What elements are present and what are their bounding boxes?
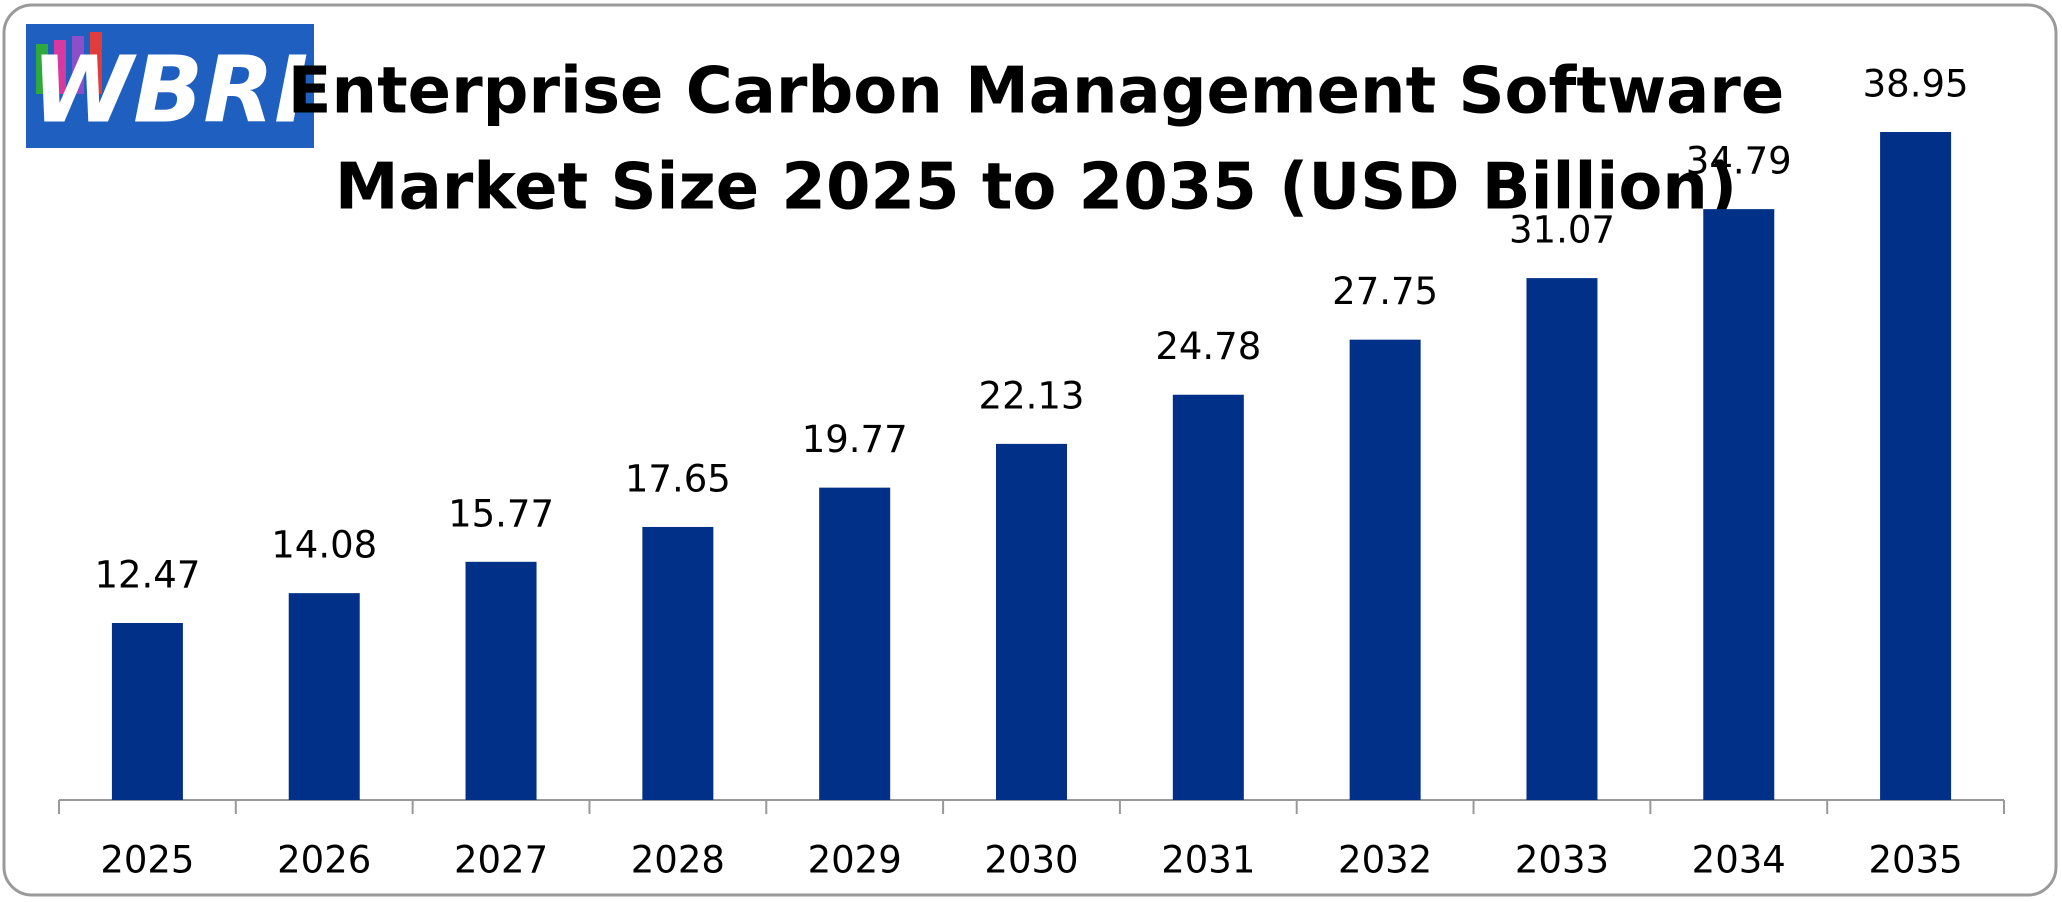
logo-text: WBRI [32, 36, 309, 143]
bar [642, 526, 714, 800]
x-tick-label: 2034 [1692, 839, 1786, 882]
bar [1703, 209, 1775, 800]
logo-bar [72, 36, 84, 94]
x-tick-label: 2027 [454, 839, 548, 882]
x-tick-label: 2029 [808, 839, 902, 882]
chart-title: Enterprise Carbon Management Software [288, 55, 1784, 129]
data-label: 31.07 [1509, 209, 1615, 252]
chart-title: Market Size 2025 to 2035 (USD Billion) [335, 151, 1737, 225]
data-label: 14.08 [271, 524, 377, 567]
bar [465, 561, 537, 800]
data-label: 24.78 [1155, 325, 1261, 368]
x-tick-label: 2035 [1869, 839, 1963, 882]
data-label: 27.75 [1332, 270, 1438, 313]
x-tick-label: 2033 [1515, 839, 1609, 882]
data-label: 17.65 [625, 457, 731, 500]
data-label: 12.47 [94, 554, 200, 597]
x-tick-label: 2026 [277, 839, 371, 882]
data-label: 22.13 [979, 374, 1085, 417]
logo-bar [36, 44, 48, 94]
x-tick-label: 2030 [984, 839, 1078, 882]
logo-bar [54, 40, 66, 94]
data-label: 19.77 [802, 418, 908, 461]
bar [1880, 132, 1952, 800]
logo-bar [90, 32, 102, 94]
bar [819, 487, 891, 800]
x-tick-label: 2028 [631, 839, 725, 882]
bar [111, 623, 183, 800]
data-label: 15.77 [448, 492, 554, 535]
data-label: 38.95 [1863, 63, 1969, 106]
bar [996, 443, 1067, 800]
bar [1526, 278, 1598, 800]
x-tick-label: 2025 [100, 839, 194, 882]
data-label: 34.79 [1686, 140, 1792, 183]
bar [288, 593, 360, 800]
x-tick-label: 2032 [1338, 839, 1432, 882]
logo: WBRI [26, 24, 314, 148]
bar [1349, 339, 1421, 800]
x-tick-label: 2031 [1161, 839, 1255, 882]
bar [1172, 394, 1244, 800]
